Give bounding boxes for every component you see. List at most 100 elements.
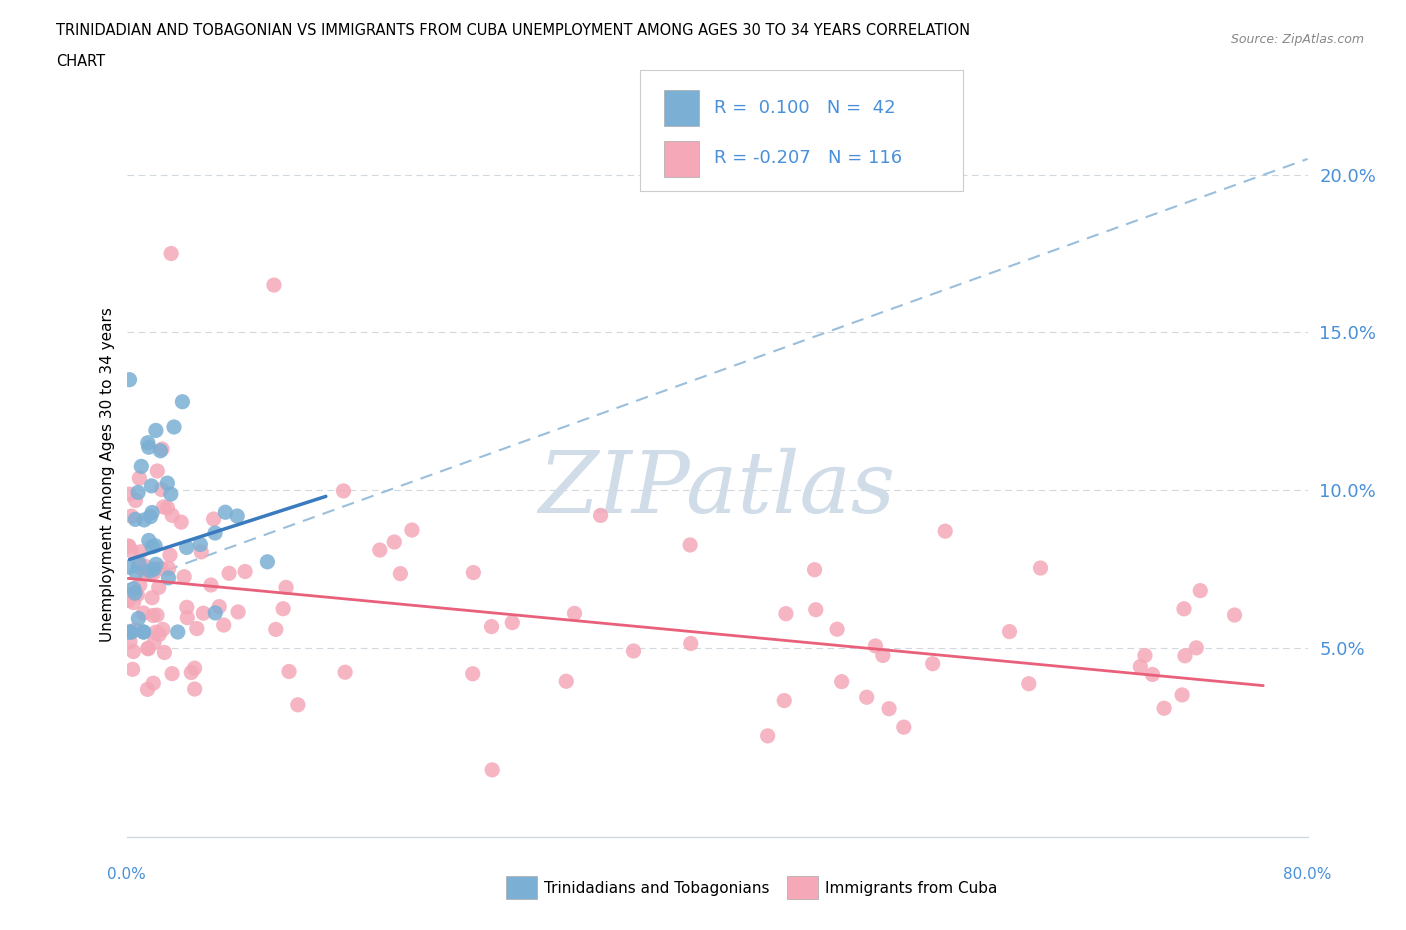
Point — [152, 622, 174, 637]
Point — [118, 625, 141, 640]
Point — [143, 538, 166, 553]
Point — [865, 639, 887, 654]
Point — [180, 665, 202, 680]
Point — [121, 625, 143, 640]
Point — [136, 682, 159, 697]
Point — [160, 486, 183, 501]
Point — [389, 566, 412, 581]
Point — [117, 591, 139, 606]
Text: R =  0.100   N =  42: R = 0.100 N = 42 — [714, 99, 896, 117]
Point — [773, 693, 796, 708]
Point — [159, 548, 181, 563]
Point — [118, 587, 141, 602]
Point — [998, 624, 1021, 639]
Point — [118, 634, 141, 649]
Point — [135, 565, 157, 580]
Point — [124, 622, 146, 637]
Point — [129, 544, 152, 559]
Text: ZIPatlas: ZIPatlas — [538, 447, 896, 530]
Point — [934, 524, 956, 538]
Text: 0.0%: 0.0% — [107, 867, 146, 882]
Point — [128, 578, 150, 592]
Text: TRINIDADIAN AND TOBAGONIAN VS IMMIGRANTS FROM CUBA UNEMPLOYMENT AMONG AGES 30 TO: TRINIDADIAN AND TOBAGONIAN VS IMMIGRANTS… — [56, 23, 970, 38]
Point — [117, 592, 139, 607]
Point — [148, 580, 170, 595]
Point — [756, 728, 779, 743]
Point — [139, 509, 162, 524]
Point — [893, 720, 915, 735]
Point — [143, 635, 166, 650]
Point — [204, 525, 226, 540]
Point — [122, 595, 145, 610]
Point — [128, 471, 150, 485]
Point — [1223, 607, 1246, 622]
Point — [148, 627, 170, 642]
Point — [1185, 641, 1208, 656]
Point — [136, 641, 159, 656]
Point — [166, 625, 188, 640]
Point — [139, 564, 162, 578]
Point — [122, 644, 145, 659]
Point — [141, 591, 163, 605]
Point — [120, 543, 142, 558]
Point — [118, 486, 141, 501]
Point — [831, 674, 853, 689]
Point — [212, 618, 235, 632]
Point — [825, 622, 848, 637]
Point — [122, 581, 145, 596]
Point — [679, 636, 702, 651]
Point — [124, 586, 146, 601]
Point — [461, 666, 484, 681]
Point — [855, 690, 877, 705]
Point — [132, 605, 155, 620]
Point — [921, 657, 943, 671]
Point — [173, 569, 195, 584]
Point — [129, 458, 153, 473]
Point — [170, 514, 193, 529]
Point — [679, 538, 702, 552]
Point — [256, 554, 278, 569]
Point — [127, 611, 149, 626]
Point — [121, 662, 143, 677]
Point — [204, 605, 226, 620]
Point — [157, 570, 180, 585]
Point — [125, 565, 148, 580]
Point — [564, 606, 586, 621]
Point — [141, 478, 163, 493]
Point — [145, 625, 167, 640]
Point — [145, 557, 167, 572]
Point — [146, 607, 169, 622]
Point — [233, 565, 256, 579]
Point — [190, 544, 212, 559]
Point — [117, 538, 139, 553]
Point — [287, 698, 309, 712]
Point — [333, 665, 356, 680]
Point — [176, 600, 198, 615]
Point — [501, 615, 523, 630]
Point — [274, 580, 297, 595]
Point — [1129, 659, 1152, 674]
Point — [1153, 701, 1175, 716]
Y-axis label: Unemployment Among Ages 30 to 34 years: Unemployment Among Ages 30 to 34 years — [100, 307, 115, 642]
Point — [1018, 676, 1040, 691]
Point — [150, 482, 173, 497]
Point — [127, 588, 149, 603]
Point — [142, 608, 165, 623]
Point — [208, 599, 231, 614]
Point — [160, 666, 183, 681]
Text: Trinidadians and Tobagonians: Trinidadians and Tobagonians — [544, 881, 769, 896]
Point — [141, 539, 163, 554]
Point — [156, 500, 179, 515]
Point — [1173, 602, 1195, 617]
Point — [555, 674, 578, 689]
Point — [136, 642, 159, 657]
Point — [176, 610, 198, 625]
Point — [264, 622, 287, 637]
Text: R = -0.207   N = 116: R = -0.207 N = 116 — [714, 149, 903, 167]
Point — [226, 604, 249, 619]
Point — [150, 442, 173, 457]
Point — [183, 660, 205, 675]
Point — [146, 463, 169, 478]
Point — [139, 566, 162, 581]
Point — [463, 565, 485, 580]
